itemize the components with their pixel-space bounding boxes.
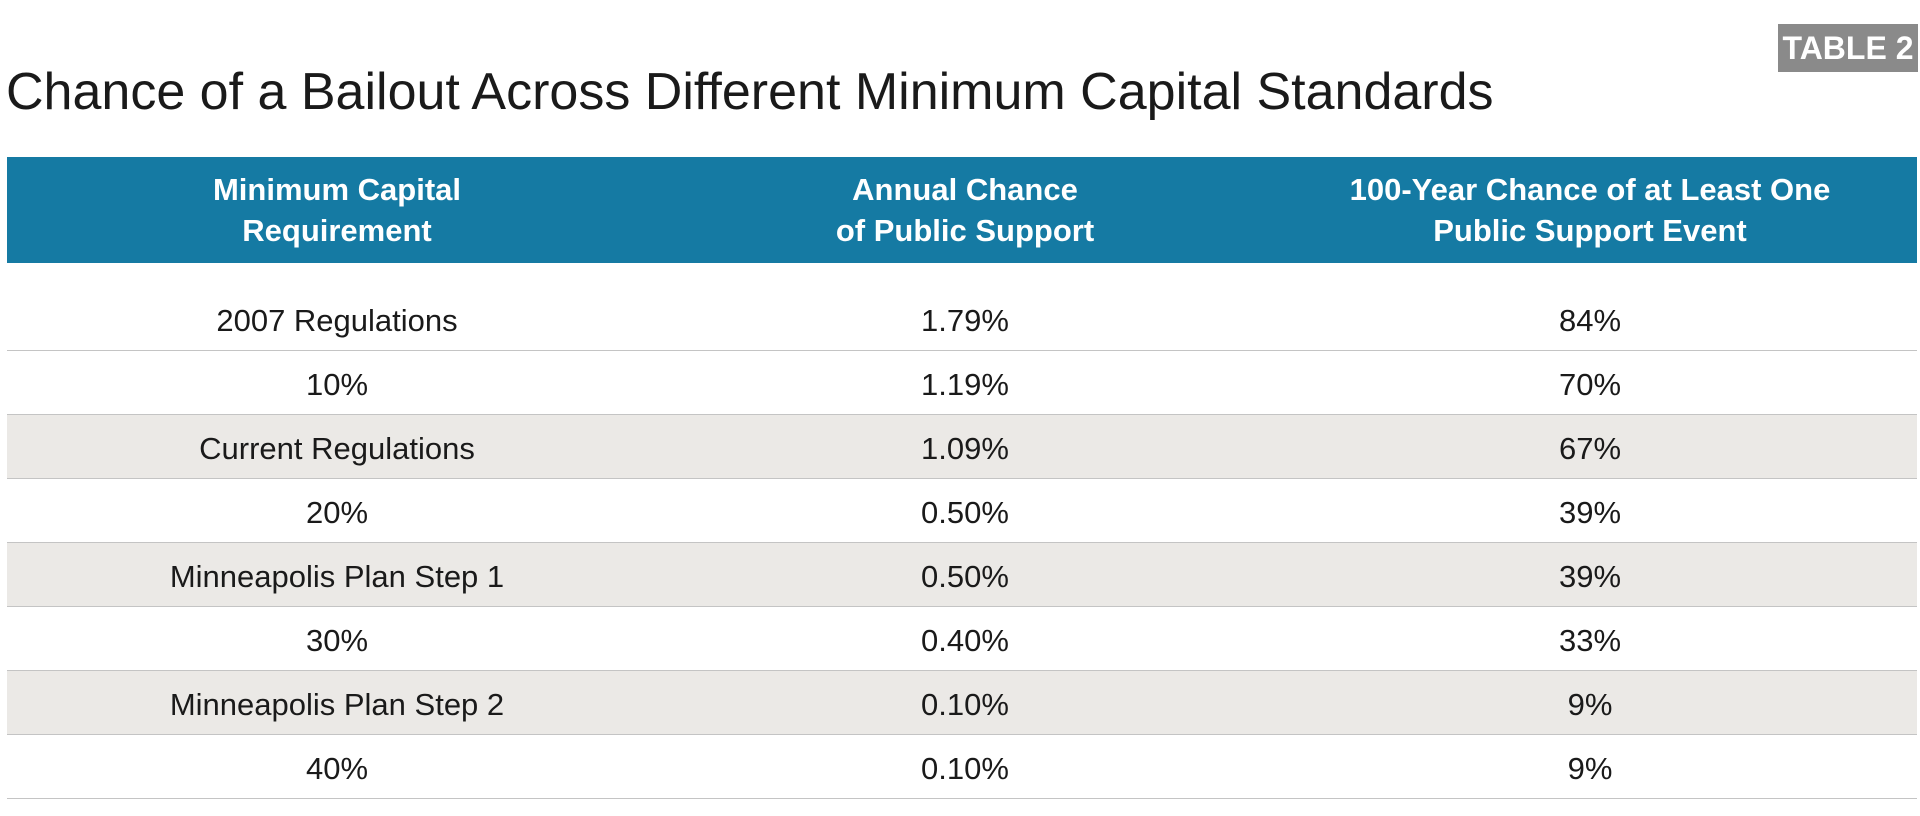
table-row: Current Regulations 1.09% 67% (7, 415, 1917, 479)
cell-minimum-capital: 30% (305, 622, 369, 658)
cell-100-year-chance: 9% (1567, 750, 1613, 786)
cell-minimum-capital: 10% (305, 366, 369, 402)
column-header-100-year-chance: 100-Year Chance of at Least One Public S… (1349, 172, 1831, 248)
table-row: 40% 0.10% 9% (7, 735, 1917, 799)
cell-annual-chance: 1.79% (921, 302, 1009, 338)
cell-annual-chance: 0.10% (921, 686, 1009, 722)
table-row: 20% 0.50% 39% (7, 479, 1917, 543)
cell-100-year-chance: 67% (1558, 430, 1622, 466)
table-number-badge: TABLE 2 (1778, 24, 1918, 72)
column-header-minimum-capital: Minimum Capital Requirement (212, 172, 461, 248)
table-body: 2007 Regulations 1.79% 84% 10% 1.19% 70% Curre… (7, 287, 1917, 799)
table-header-row: Minimum Capital Requirement Annual Chanc… (7, 157, 1917, 263)
cell-minimum-capital: Minneapolis Plan Step 2 (169, 686, 505, 722)
cell-100-year-chance: 39% (1558, 558, 1622, 594)
table-row: Minneapolis Plan Step 1 0.50% 39% (7, 543, 1917, 607)
table-row: 2007 Regulations 1.79% 84% (7, 287, 1917, 351)
cell-annual-chance: 0.40% (921, 622, 1009, 658)
table-row: 10% 1.19% 70% (7, 351, 1917, 415)
header-spacer (7, 263, 1917, 287)
cell-minimum-capital: Current Regulations (199, 430, 475, 466)
cell-annual-chance: 1.19% (921, 366, 1009, 402)
table-title: Chance of a Bailout Across Different Min… (6, 63, 1494, 121)
cell-minimum-capital: Minneapolis Plan Step 1 (169, 558, 505, 594)
cell-100-year-chance: 84% (1558, 302, 1622, 338)
cell-annual-chance: 1.09% (921, 430, 1009, 466)
cell-minimum-capital: 40% (305, 750, 369, 786)
cell-100-year-chance: 70% (1558, 366, 1622, 402)
table-row: 30% 0.40% 33% (7, 607, 1917, 671)
cell-annual-chance: 0.50% (921, 494, 1009, 530)
table-row: Minneapolis Plan Step 2 0.10% 9% (7, 671, 1917, 735)
cell-100-year-chance: 33% (1558, 622, 1622, 658)
cell-minimum-capital: 2007 Regulations (216, 302, 458, 338)
cell-100-year-chance: 9% (1567, 686, 1613, 722)
cell-100-year-chance: 39% (1558, 494, 1622, 530)
cell-annual-chance: 0.10% (921, 750, 1009, 786)
column-header-annual-chance: Annual Chance of Public Support (835, 172, 1095, 248)
bailout-chance-table: Minimum Capital Requirement Annual Chanc… (7, 157, 1917, 799)
cell-minimum-capital: 20% (305, 494, 369, 530)
cell-annual-chance: 0.50% (921, 558, 1009, 594)
